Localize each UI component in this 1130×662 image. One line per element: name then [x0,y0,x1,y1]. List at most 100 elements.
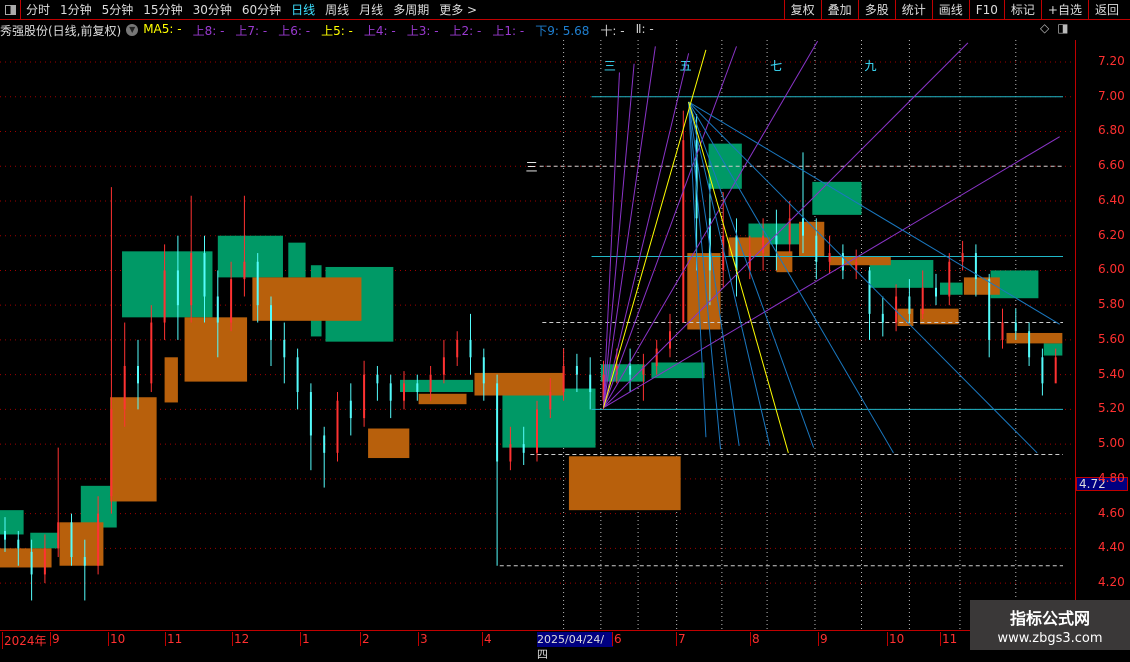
down-box [184,317,248,382]
up-box [400,379,474,393]
watermark-logo: 指标公式网 www.zbgs3.com [970,600,1130,650]
level-label: 三 [526,160,538,174]
down-box [418,393,467,405]
indicator-value: MA5: - [143,21,182,36]
x-tick-label: 1 [300,632,310,646]
candle-body [775,235,778,245]
toolbar-button[interactable]: 返回 [1087,0,1125,20]
x-tick-label: 7 [676,632,686,646]
toolbar-button[interactable]: 叠加 [820,0,858,20]
toolbar-button[interactable]: F10 [968,0,1004,20]
down-box [897,308,914,327]
candle-body [482,357,485,384]
candle-body [868,270,871,314]
indicator-value: Ⅱ: - [635,21,654,36]
down-box [252,277,362,321]
indicator-value: 上7: - [235,23,268,38]
period-tab[interactable]: 月线 [359,3,384,17]
candle-body [642,365,645,375]
candle-body [429,374,432,393]
up-box [288,242,306,278]
down-box [963,277,1000,295]
candle-body [163,270,166,323]
candle-body [575,365,578,375]
down-box [59,522,104,566]
candle-body [602,374,605,401]
candle-body [216,296,219,323]
period-tab[interactable]: 60分钟 [241,3,282,17]
y-tick-label: 6.20 [1098,227,1125,242]
candle-body [456,339,459,358]
y-tick-label: 7.00 [1098,88,1125,103]
up-box [122,251,213,318]
watermark-url: www.zbgs3.com [997,631,1103,646]
toolbar-button[interactable]: 复权 [783,0,821,20]
x-tick-label: 2 [360,632,370,646]
dropdown-chevron-icon[interactable]: ▼ [126,24,139,36]
candle-body [669,331,671,349]
period-tab[interactable]: 1分钟 [60,3,92,17]
gann-fan-down-line [688,101,1038,454]
candle-body [815,235,818,262]
up-box [30,532,59,549]
candle-body [589,374,592,393]
gann-fan-down-line [688,101,722,450]
candle-body [562,365,565,393]
candle-body [150,322,153,384]
kline-chart[interactable]: 三五七九三 [0,40,1075,630]
candle-body [336,400,339,453]
toolbar-button[interactable]: 标记 [1003,0,1041,20]
candle-body [496,383,499,462]
diamond-icon[interactable]: ◇ [1040,21,1050,35]
toolbar-button[interactable]: 画线 [931,0,969,20]
candle-body [270,305,272,340]
gann-fan-down-line [688,101,771,446]
period-tab[interactable]: 5分钟 [101,3,134,17]
candle-body [974,253,977,280]
period-tab[interactable]: 周线 [325,3,350,17]
candle-body [629,365,632,375]
top-toolbar: 分时 1分钟 5分钟 15分钟 30分钟 60分钟 日线 周线 月线 多周期 更多 > 复权 叠加 多股… [0,0,1130,20]
time-cycle-label: 九 [865,59,877,73]
yellow-trend-line [603,49,707,408]
indicator-value: 上4: - [363,23,396,38]
candle-body [403,383,405,401]
candle-body [722,235,725,271]
y-tick-label: 4.20 [1098,575,1125,590]
x-tick-label: 8 [750,632,760,646]
candle-body [881,313,884,323]
y-tick-label: 6.00 [1098,262,1125,277]
toolbar-button[interactable]: 统计 [894,0,932,20]
toolbar-button[interactable]: 多股 [857,0,895,20]
candle-body [123,365,126,410]
candle-body [43,548,46,575]
indicator-value: 上8: - [192,23,225,38]
price-axis: 4.72 7.20 7.00 6.80 6.60 6.40 6.20 6.00 5.80 5.6… [1075,40,1130,630]
candle-body [762,235,765,254]
gann-fan-up-line [603,136,1060,409]
candle-body [655,348,658,366]
candle-body [935,287,937,297]
candle-body [97,513,100,566]
time-cycle-label: 三 [604,59,616,73]
up-box [217,235,283,278]
period-tab[interactable]: 30分钟 [192,3,232,17]
x-tick-label: 11 [165,632,183,646]
period-tab[interactable]: 分时 [26,3,51,17]
down-box [164,357,178,403]
y-tick-label: 4.40 [1098,540,1125,555]
panel-toggle-icon[interactable]: ◨ [1057,21,1069,35]
candle-body [243,261,246,280]
toolbar-button[interactable]: +自选 [1040,0,1088,20]
candle-body [83,557,86,566]
period-tab[interactable]: 日线 [291,3,316,17]
candle-body [203,253,206,297]
period-tab[interactable]: 15分钟 [143,3,183,17]
period-tab[interactable]: 更多 > [439,3,478,17]
gann-fan-up-line [603,53,690,408]
watermark-name: 指标公式网 [1009,609,1090,628]
panel-toggle-icon[interactable] [0,0,21,20]
period-tab[interactable]: 多周期 [393,3,430,17]
candle-body [988,279,991,340]
gann-fan-down-line [688,101,707,438]
